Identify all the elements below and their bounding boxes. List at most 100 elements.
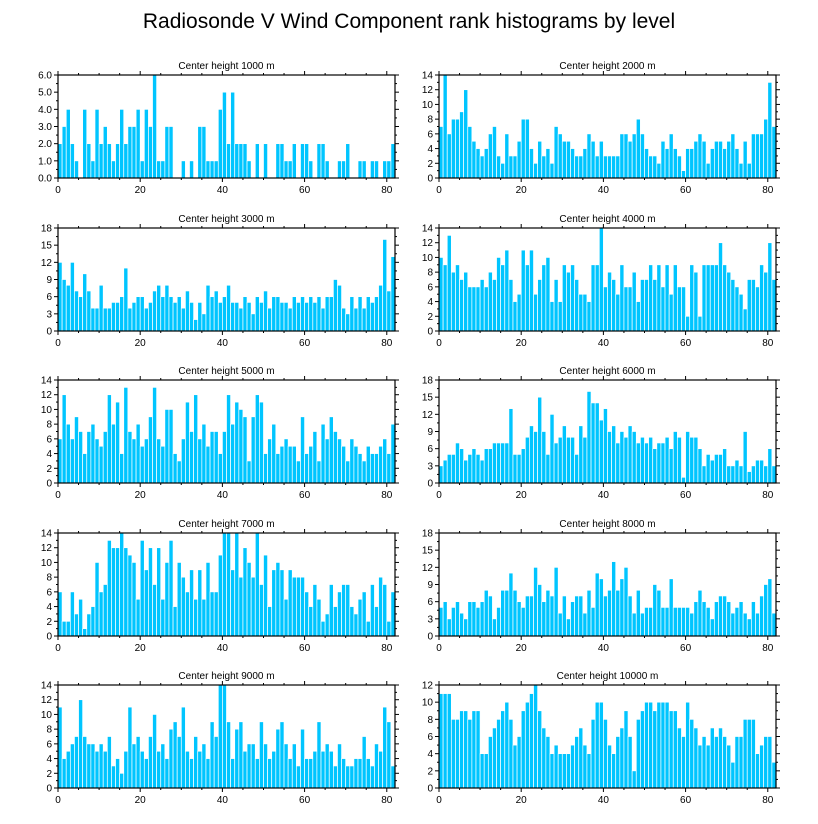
y-tick-label: 4 <box>427 144 433 155</box>
histogram-bar <box>382 584 388 637</box>
y-tick-label: 10 <box>422 698 434 709</box>
histogram-bar <box>246 160 252 179</box>
histogram-bar <box>123 143 129 179</box>
histogram-bar <box>69 261 75 332</box>
histogram-bar <box>446 618 452 637</box>
histogram-bar <box>763 465 769 484</box>
histogram-bar <box>640 612 645 637</box>
histogram-bar <box>78 431 84 484</box>
histogram-bar <box>619 133 625 179</box>
y-tick-label: 18 <box>41 224 53 235</box>
y-tick-label: 10 <box>41 405 53 416</box>
histogram-bar <box>631 271 637 332</box>
histogram-bar <box>180 576 186 637</box>
histogram-bar <box>631 612 637 637</box>
histogram-bar <box>156 750 162 789</box>
histogram-bar <box>549 753 555 789</box>
histogram-bar <box>677 286 682 332</box>
y-tick-label: 9 <box>427 580 433 591</box>
histogram-bar <box>533 431 538 484</box>
y-tick-label: 0 <box>427 632 433 643</box>
y-tick-label: 12 <box>422 85 434 96</box>
histogram-bar <box>594 264 600 332</box>
histogram-bar <box>574 454 580 484</box>
histogram-bar <box>689 148 695 179</box>
histogram-bar <box>586 133 592 179</box>
histogram-bar <box>304 591 310 637</box>
histogram-bar <box>463 618 469 637</box>
histogram-bar <box>279 143 285 179</box>
histogram-bar <box>69 743 75 789</box>
histogram-bar <box>734 459 740 484</box>
histogram-bar <box>152 584 157 637</box>
histogram-bar <box>246 743 252 789</box>
histogram-bar <box>553 566 559 637</box>
y-tick-label: 6 <box>427 444 433 455</box>
histogram-bar <box>471 448 477 484</box>
histogram-bar <box>677 607 682 637</box>
histogram-bar <box>718 727 723 789</box>
x-tick-label: 20 <box>135 490 147 501</box>
histogram-bar <box>209 591 215 637</box>
histogram-bar <box>390 143 396 179</box>
histogram-bar <box>160 598 166 637</box>
x-tick-label: 60 <box>299 643 311 654</box>
histogram-bar <box>644 148 649 179</box>
histogram-bar <box>156 160 162 179</box>
panel-title: Center height 8000 m <box>559 519 655 530</box>
histogram-bar <box>57 438 63 484</box>
histogram-bar <box>656 589 662 637</box>
histogram-bar <box>709 459 715 484</box>
histogram-bar <box>726 271 732 332</box>
histogram-bar <box>701 601 707 637</box>
x-tick-label: 40 <box>598 185 610 196</box>
histogram-bar <box>156 438 162 484</box>
y-tick-label: 2 <box>427 159 433 170</box>
histogram-bar <box>271 569 277 637</box>
histogram-bar <box>689 718 695 789</box>
histogram-bar <box>263 554 268 637</box>
histogram-bar <box>287 307 293 332</box>
histogram-bar <box>382 160 388 179</box>
histogram-bar <box>226 532 231 637</box>
histogram-bar <box>759 264 765 332</box>
histogram-bar <box>365 445 371 484</box>
histogram-bar <box>697 133 703 179</box>
histogram-bar <box>496 155 501 179</box>
histogram-bar <box>475 148 481 179</box>
histogram-bar <box>623 286 629 332</box>
histogram-bar <box>545 589 551 637</box>
histogram-bar <box>689 264 695 332</box>
histogram-bar <box>512 301 518 332</box>
histogram-bar <box>561 753 567 789</box>
y-tick-label: 14 <box>422 71 434 82</box>
histogram-bar <box>135 736 141 789</box>
histogram-bar <box>189 758 194 789</box>
histogram-panel: Center height 6000 m 0 3 6 9 12 15 18 0 20 40 60 80 <box>422 366 780 501</box>
histogram-bar <box>570 744 575 789</box>
histogram-bar <box>168 409 174 484</box>
histogram-bar <box>357 296 363 332</box>
y-tick-label: 18 <box>422 376 434 387</box>
histogram-bar <box>353 307 359 332</box>
histogram-bar <box>627 595 633 637</box>
histogram-bar <box>65 423 71 484</box>
histogram-bar <box>738 293 744 332</box>
histogram-bar <box>459 710 465 789</box>
histogram-bar <box>378 284 384 332</box>
histogram-bar <box>234 143 240 179</box>
histogram-bar <box>660 442 666 484</box>
histogram-bar <box>603 718 608 789</box>
histogram-bar <box>164 562 170 637</box>
histogram-bar <box>193 394 199 484</box>
histogram-bar <box>131 126 137 179</box>
histogram-bar <box>283 438 289 484</box>
histogram-bar <box>374 453 379 484</box>
histogram-bar <box>627 736 633 789</box>
histogram-bar <box>541 155 547 179</box>
histogram-bar <box>164 409 170 484</box>
histogram-bar <box>582 744 588 789</box>
histogram-bar <box>312 584 318 637</box>
histogram-bar <box>193 319 199 332</box>
histogram-bar <box>197 438 203 484</box>
